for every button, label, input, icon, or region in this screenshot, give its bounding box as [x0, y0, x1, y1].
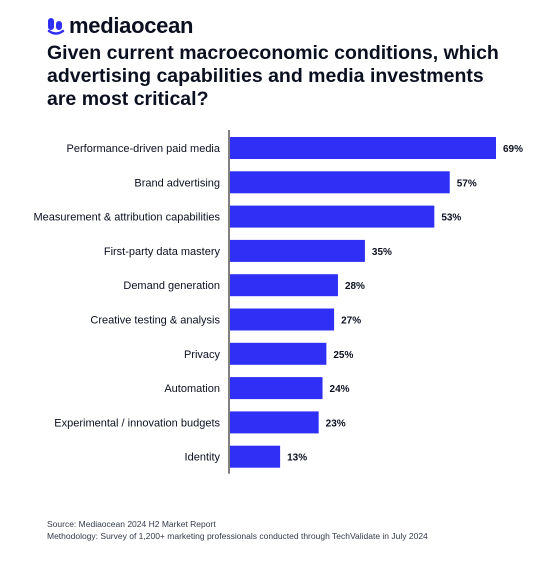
category-label: Performance-driven paid media — [67, 143, 221, 155]
value-label: 35% — [372, 247, 392, 258]
value-label: 13% — [287, 453, 307, 464]
value-label: 23% — [326, 418, 346, 429]
bar — [230, 137, 496, 159]
bar-chart: Performance-driven paid media 69% Brand ad… — [34, 130, 523, 474]
chart-title: Given current macroeconomic conditions, … — [47, 42, 499, 110]
bar — [230, 377, 323, 400]
category-label: Automation — [164, 383, 220, 395]
value-label: 27% — [341, 316, 361, 327]
bar — [230, 411, 319, 434]
bar — [230, 274, 338, 297]
category-label: Creative testing & analysis — [90, 315, 220, 327]
value-label: 53% — [441, 213, 461, 224]
category-label: Brand advertising — [134, 177, 220, 189]
brand-name: mediaocean — [69, 13, 194, 38]
footer: Source: Mediaocean 2024 H2 Market Report… — [47, 518, 428, 542]
brand-logo: mediaocean — [47, 12, 193, 40]
mediaocean-logo-icon — [47, 18, 65, 35]
methodology-note: Methodology: Survey of 1,200+ marketing … — [47, 531, 428, 541]
bar — [230, 239, 365, 262]
value-label: 24% — [330, 384, 350, 395]
value-label: 69% — [503, 144, 523, 155]
category-label: Measurement & attribution capabilities — [34, 212, 221, 224]
bar — [230, 308, 335, 331]
value-label: 25% — [333, 350, 353, 361]
source-note: Source: Mediaocean 2024 H2 Market Report — [47, 519, 216, 529]
value-label: 28% — [345, 281, 365, 292]
bar — [230, 205, 435, 228]
category-label: First-party data mastery — [104, 246, 221, 258]
category-label: Demand generation — [123, 280, 220, 292]
category-label: Experimental / innovation budgets — [54, 417, 220, 429]
value-label: 57% — [457, 178, 477, 189]
bar — [230, 445, 281, 468]
category-label: Identity — [185, 452, 221, 464]
category-label: Privacy — [184, 349, 221, 361]
bar — [230, 171, 450, 194]
bar — [230, 342, 327, 365]
